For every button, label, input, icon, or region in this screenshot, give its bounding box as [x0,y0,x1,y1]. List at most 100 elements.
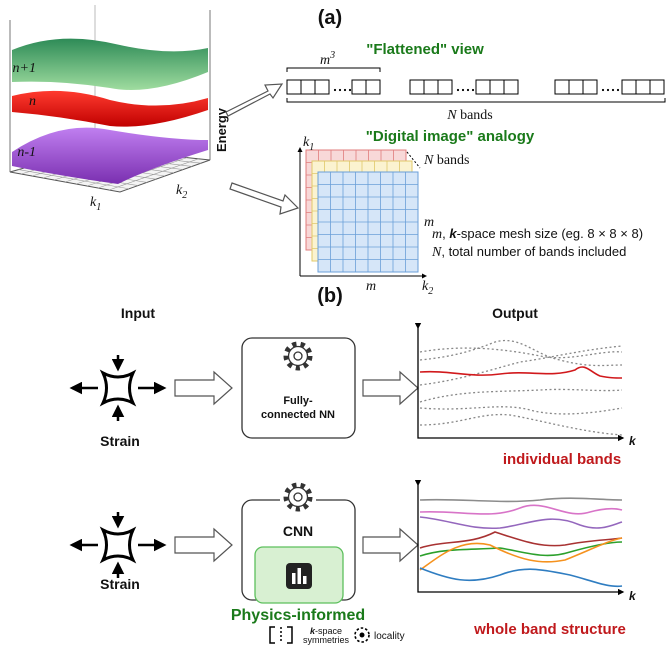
band-plot [420,517,622,528]
band-block [438,80,452,94]
band-block [636,80,650,94]
digital-image-analogy: m, k-space mesh size (eg. 8 × 8 × 8) [432,226,643,242]
band-block [301,80,315,94]
band-surface-plot: n+1 n n-1 Energy k1 k2 [10,5,229,213]
panel-label: (b) [317,285,343,307]
band-plot [420,346,622,385]
output-label: whole band structure [473,621,626,638]
symmetry-icon [270,627,275,643]
strain-icon [72,512,164,578]
physics-icon [303,576,307,584]
band-block [287,80,301,94]
image-layer [306,150,418,272]
band-block [424,80,438,94]
legend-text: , [442,226,449,241]
n-bands-label: bands [433,153,469,168]
band-plot [420,341,622,435]
symmetry-icon [270,627,292,643]
band-block [555,80,569,94]
locality-icon [360,633,365,638]
n-bands-label: N [446,108,457,123]
band-block [334,89,336,91]
flattened-view: "Flattened" view m3 N bands [287,41,665,123]
axis-label: 2 [428,286,433,297]
band-plot [420,415,622,435]
band-block [607,89,609,91]
band-block [339,89,341,91]
locality-icon [355,628,369,642]
column-header: Output [492,305,538,321]
figure: (a) n+1 n n-1 Energy k1 k2 "Flattened" v… [0,0,670,645]
legend-text: N [431,245,442,260]
flattened-view [287,98,665,102]
mesh-label: m [366,279,376,294]
band-plot [418,328,623,438]
axis-label: k1 [90,195,101,213]
section-title: "Flattened" view [366,41,484,58]
legend-text: m [432,227,442,242]
band-block [344,89,346,91]
output-label: individual bands [503,451,621,468]
band-block [569,80,583,94]
band-block [410,80,424,94]
band-block [583,80,597,94]
block-size: m [320,53,330,68]
strain-icon [103,373,133,403]
strain-label: Strain [100,576,140,592]
band-block [617,89,619,91]
axis-label: k [629,434,637,448]
column-header: Input [121,305,156,321]
band-surface-plot [12,39,208,90]
axis-label: k2 [176,183,187,201]
arrow [175,372,232,404]
digital-image-analogy: N bands [423,153,470,168]
band-block [349,89,351,91]
feature-label: locality [374,631,405,642]
band-plot [420,532,622,548]
band-block [612,89,614,91]
strain-label: Strain [100,433,140,449]
feature-label: symmetries [303,635,350,645]
band-plot [420,498,622,501]
strain-icon [72,355,164,421]
band-block [476,80,490,94]
n-bands-label: bands [457,108,493,123]
legend-text: , total number of bands included [441,244,626,259]
band-block [622,80,636,94]
band-block [602,89,604,91]
arrow [226,84,282,116]
section-title: "Digital image" analogy [366,128,535,145]
band-block [490,80,504,94]
band-plot [420,568,622,586]
axis-label: k [629,589,637,603]
band-surface-plot [12,91,208,127]
arrow [226,84,298,214]
n-bands-label: N [423,153,434,168]
band-block [287,80,664,94]
band-plot [418,485,623,592]
level-label: n-1 [17,145,36,160]
axis-label: 1 [96,202,101,213]
level-label: n+1 [13,61,36,76]
band-block [650,80,664,94]
legend-text: -space mesh size (eg. 8 × 8 × 8) [457,226,643,241]
model-label: CNN [283,523,313,539]
gear-icon [280,481,316,513]
band-block [504,80,518,94]
digital-image-analogy: k1 [303,135,314,153]
arrow [230,183,298,214]
block-size: 3 [329,50,335,61]
band-block [462,89,464,91]
gear-icon [280,340,316,372]
flattened-view: N bands [446,108,493,123]
level-label: n [29,94,36,109]
arrow [363,529,418,561]
band-block [352,80,366,94]
band-plot [420,389,622,402]
physics-icon [298,568,302,584]
axis-label: 1 [309,142,314,153]
axis-label: 2 [182,190,187,201]
symmetry-icon [287,627,292,643]
gear-icon [289,347,308,366]
arrow [363,372,418,404]
